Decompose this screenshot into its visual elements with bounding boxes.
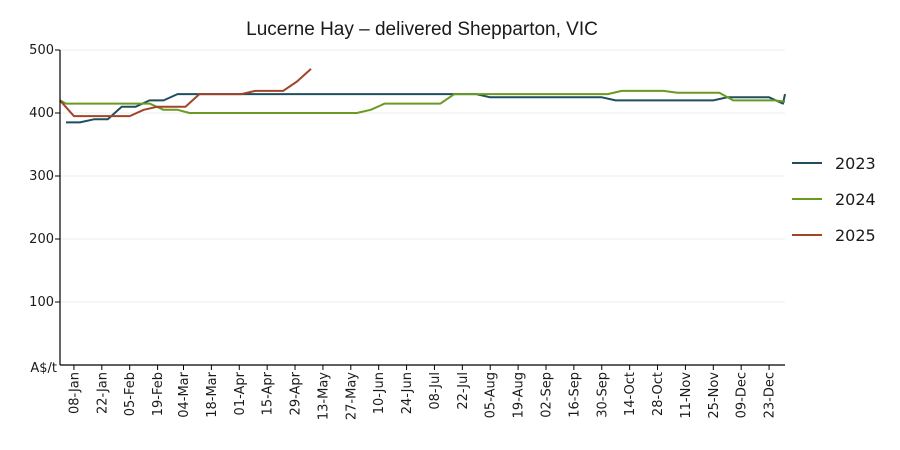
series-line-2024 bbox=[59, 89, 786, 114]
x-tick-label: 10-Jun bbox=[372, 372, 387, 414]
x-tick-label: 02-Sep bbox=[539, 372, 554, 418]
x-tick-label: 16-Sep bbox=[567, 372, 582, 418]
x-tick-label: 04-Mar bbox=[177, 371, 192, 417]
x-tick-label: 18-Mar bbox=[205, 371, 220, 417]
x-tick-label: 15-Apr bbox=[261, 371, 276, 415]
x-tick-label: 30-Sep bbox=[595, 372, 610, 418]
x-tick-label: 08-Jul bbox=[428, 372, 443, 410]
x-tick-label: 08-Jan bbox=[67, 372, 82, 414]
x-tick-label: 29-Apr bbox=[289, 371, 304, 415]
y-axis-label: A$/t bbox=[30, 361, 57, 376]
x-tick-label: 05-Aug bbox=[484, 372, 499, 418]
legend-label-2025: 2025 bbox=[835, 226, 876, 245]
series-line-2023 bbox=[66, 93, 786, 124]
x-tick-label: 14-Oct bbox=[623, 372, 638, 416]
x-tick-label: 11-Nov bbox=[679, 372, 694, 419]
x-tick-label: 09-Dec bbox=[735, 372, 750, 418]
y-tick-label: 100 bbox=[29, 295, 54, 310]
y-tick-label: 200 bbox=[29, 232, 54, 247]
y-tick-label: 300 bbox=[29, 169, 54, 184]
x-tick-label: 27-May bbox=[344, 372, 359, 420]
y-tick-label: 500 bbox=[29, 43, 54, 58]
x-tick-label: 19-Aug bbox=[512, 372, 527, 418]
legend-label-2024: 2024 bbox=[835, 190, 876, 209]
x-tick-label: 01-Apr bbox=[233, 371, 248, 415]
legend-label-2023: 2023 bbox=[835, 154, 876, 173]
x-tick-label: 05-Feb bbox=[123, 372, 138, 416]
y-tick-label: 400 bbox=[29, 106, 54, 121]
legend: 2023 2024 2025 bbox=[792, 154, 876, 245]
x-tick-label: 24-Jun bbox=[400, 372, 415, 414]
x-tick-label: 19-Feb bbox=[151, 372, 166, 416]
x-tick-label: 22-Jul bbox=[456, 372, 471, 410]
x-tick-label: 13-May bbox=[316, 372, 331, 420]
chart-title: Lucerne Hay – delivered Shepparton, VIC bbox=[246, 19, 598, 40]
x-tick-label: 22-Jan bbox=[95, 372, 110, 414]
x-tick-label: 28-Oct bbox=[651, 372, 666, 416]
x-tick-label: 25-Nov bbox=[707, 372, 722, 419]
x-tick-label: 23-Dec bbox=[763, 372, 778, 418]
series-line-2025 bbox=[59, 68, 312, 118]
data-series bbox=[59, 68, 786, 124]
grid-lines bbox=[60, 49, 785, 303]
axes: 100 200 300 400 500 08-Jan 22-Jan 05-Feb 19-Feb 0… bbox=[29, 43, 785, 420]
